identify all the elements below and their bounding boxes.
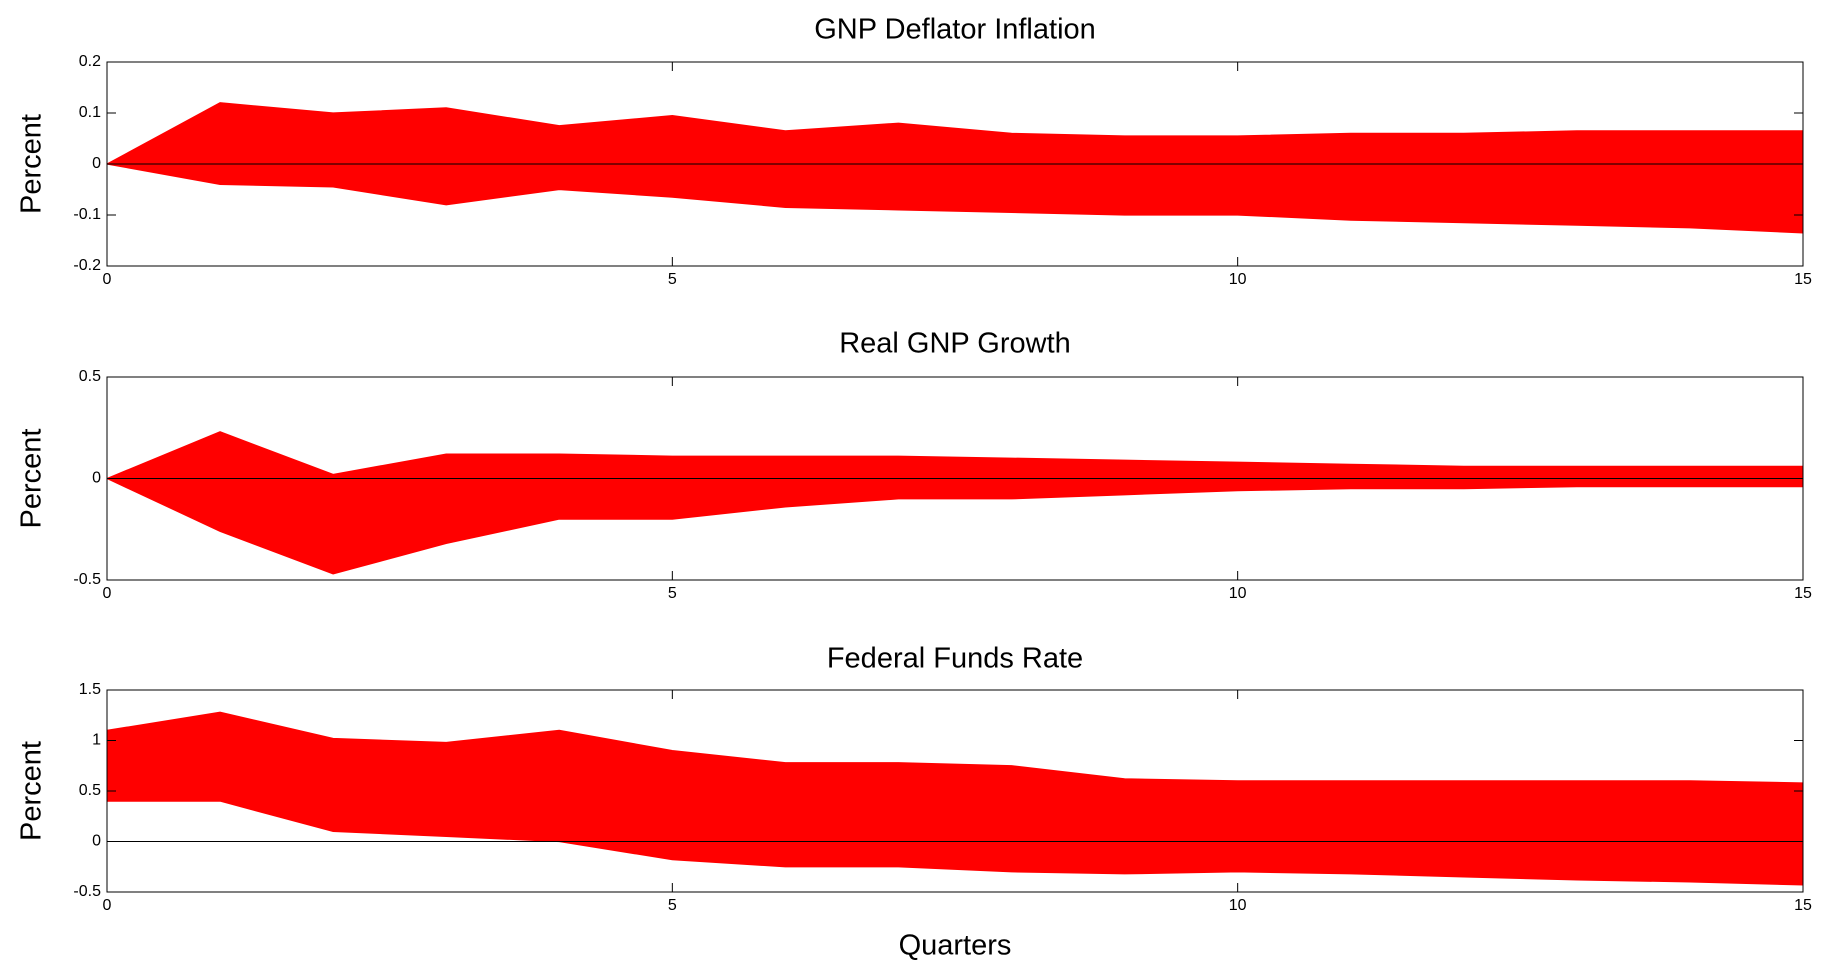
y-tick-label: 1: [92, 732, 101, 749]
y-axis-label: Percent: [16, 429, 48, 529]
x-tick-label: 0: [103, 897, 112, 914]
y-tick-label: 0.1: [79, 104, 101, 121]
chart-title: GNP Deflator Inflation: [814, 14, 1096, 46]
y-tick-label: 0: [92, 470, 101, 487]
chart-title: Real GNP Growth: [839, 328, 1071, 360]
series-line: [106, 102, 1803, 165]
x-tick-label: 10: [1229, 271, 1247, 288]
series-line: [106, 477, 1803, 575]
x-tick-label: 15: [1794, 271, 1812, 288]
x-tick-label: 5: [668, 271, 677, 288]
x-tick-label: 0: [103, 585, 112, 602]
y-tick-label: 0.5: [79, 782, 101, 799]
y-axis-label: Percent: [16, 741, 48, 841]
x-axis-label: Quarters: [899, 930, 1012, 962]
series-line: [106, 711, 1804, 784]
x-tick-label: 5: [668, 585, 677, 602]
y-tick-label: 0.5: [79, 368, 101, 385]
y-tick-label: 0: [92, 155, 101, 172]
band-fill: [107, 712, 1803, 885]
y-tick-label: -0.5: [73, 883, 101, 900]
y-axis-label: Percent: [16, 114, 48, 214]
y-tick-label: -0.2: [73, 257, 101, 274]
series-line: [107, 800, 1804, 886]
series-line: [106, 163, 1804, 234]
y-tick-label: 0: [92, 833, 101, 850]
x-tick-label: 10: [1229, 585, 1247, 602]
y-tick-label: 1.5: [79, 681, 101, 698]
y-tick-label: -0.1: [73, 206, 101, 223]
y-tick-label: -0.5: [73, 571, 101, 588]
x-tick-label: 15: [1794, 897, 1812, 914]
chart-title: Federal Funds Rate: [827, 643, 1083, 675]
band-fill: [107, 431, 1803, 574]
x-tick-label: 10: [1229, 897, 1247, 914]
band-fill: [107, 102, 1803, 233]
x-tick-label: 0: [103, 271, 112, 288]
x-tick-label: 15: [1794, 585, 1812, 602]
y-tick-label: 0.2: [79, 53, 101, 70]
series-line: [106, 431, 1803, 480]
x-tick-label: 5: [668, 897, 677, 914]
